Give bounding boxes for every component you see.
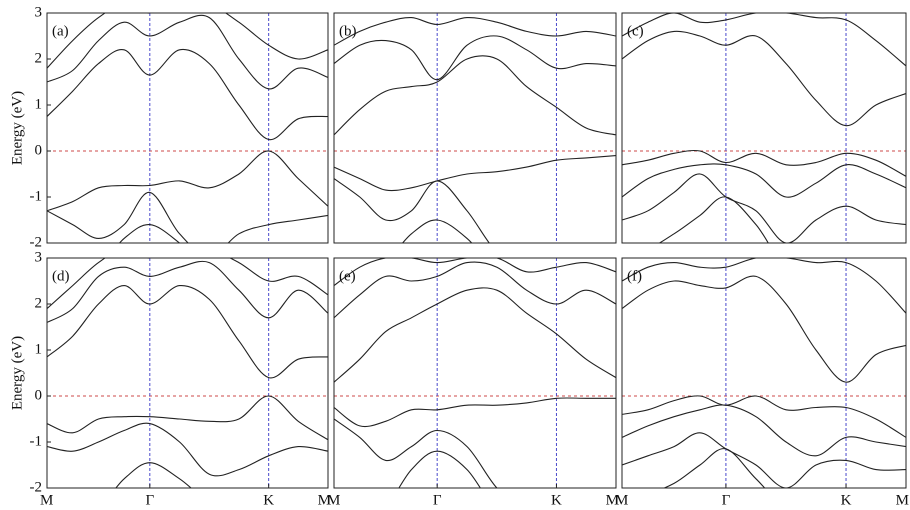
panel	[47, 258, 328, 488]
band	[334, 155, 616, 192]
y-tick-label: -1	[30, 433, 43, 449]
band	[622, 163, 906, 198]
y-tick-label: 1	[35, 341, 43, 357]
y-tick-label: -2	[30, 479, 43, 495]
y-tick-label: 0	[35, 387, 43, 403]
panel	[622, 13, 906, 243]
band	[334, 261, 616, 319]
band	[47, 14, 328, 90]
band	[334, 418, 498, 488]
x-tick-label: M	[318, 492, 331, 508]
band	[334, 258, 616, 287]
y-tick-label: 3	[35, 249, 43, 265]
band	[334, 397, 616, 428]
y-tick-label: -1	[30, 188, 43, 204]
x-tick-label: M	[327, 492, 340, 508]
band	[398, 450, 482, 488]
panel-label: (d)	[52, 268, 70, 284]
x-tick-label: M	[615, 492, 628, 508]
y-tick-label: -2	[30, 234, 43, 250]
band	[47, 285, 328, 379]
band	[622, 448, 851, 488]
x-tick-label: M	[896, 492, 909, 508]
band	[622, 258, 906, 314]
band	[47, 260, 328, 323]
band	[47, 150, 328, 212]
x-tick-label: K	[263, 492, 274, 508]
band	[622, 196, 853, 243]
band	[47, 395, 328, 441]
x-tick-label: K	[551, 492, 562, 508]
x-tick-label: Γ	[145, 492, 154, 508]
band	[622, 13, 906, 67]
x-tick-label: Γ	[433, 492, 442, 508]
band	[622, 404, 906, 457]
band	[334, 55, 616, 136]
band	[334, 35, 616, 81]
panel-label: (f)	[627, 268, 642, 284]
panel-label: (e)	[339, 268, 356, 284]
y-tick-label: 3	[35, 4, 43, 20]
band	[47, 258, 328, 310]
x-tick-label: K	[841, 492, 852, 508]
band	[334, 178, 490, 243]
panel-label: (b)	[339, 23, 357, 39]
panel	[47, 13, 328, 243]
y-axis-label: Energy (eV)	[9, 91, 25, 165]
x-tick-label: M	[606, 492, 619, 508]
band	[47, 191, 328, 243]
band	[622, 395, 906, 438]
band	[622, 432, 906, 488]
band	[334, 287, 616, 383]
band	[47, 422, 328, 477]
panel-frame	[46, 12, 329, 244]
panel	[622, 258, 906, 488]
band	[47, 48, 328, 141]
y-axis-label: Energy (eV)	[9, 336, 25, 410]
y-tick-label: 2	[35, 50, 43, 66]
y-tick-label: 2	[35, 295, 43, 311]
band	[118, 224, 181, 243]
band	[334, 17, 616, 46]
panel-frame	[333, 257, 617, 489]
panel	[334, 258, 616, 488]
band	[622, 149, 906, 177]
panel-frame	[46, 257, 329, 489]
band	[622, 30, 906, 127]
band	[47, 462, 192, 488]
y-tick-label: 1	[35, 96, 43, 112]
panel-frame	[621, 12, 907, 244]
band	[47, 13, 328, 69]
panel	[334, 13, 616, 243]
x-tick-label: Γ	[722, 492, 731, 508]
panel-frame	[333, 12, 617, 244]
panel-label: (a)	[52, 23, 69, 39]
y-tick-label: 0	[35, 142, 43, 158]
band	[622, 173, 906, 243]
band	[622, 275, 906, 383]
panel-frame	[621, 257, 907, 489]
band	[401, 219, 473, 243]
panel-label: (c)	[627, 23, 644, 39]
x-tick-label: M	[40, 492, 53, 508]
